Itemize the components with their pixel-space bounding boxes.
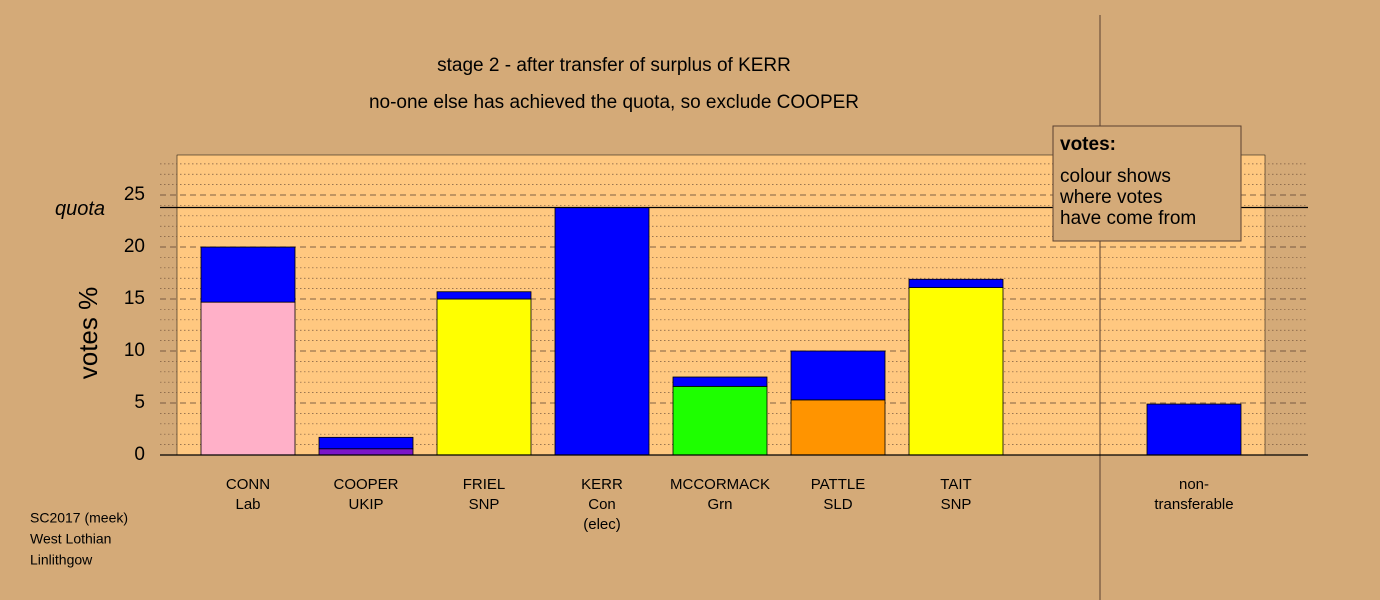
legend-text: have come from	[1060, 208, 1196, 229]
y-tick-label: 25	[124, 184, 145, 205]
bar-segment	[1146, 403, 1242, 456]
chart-title: stage 2 - after transfer of surplus of K…	[437, 55, 791, 76]
x-tick-label-line: non-	[1179, 476, 1209, 493]
x-tick-label-line: SNP	[941, 496, 972, 513]
bar-segment	[790, 399, 886, 456]
x-tick-label: COOPER UKIP	[333, 476, 398, 513]
legend-title: votes:	[1060, 134, 1116, 155]
bar-segment	[672, 385, 768, 456]
x-tick-label: PATTLE SLD	[811, 476, 865, 513]
x-tick-label: CONN Lab	[226, 476, 270, 513]
x-tick-label: MCCORMACK Grn	[670, 476, 770, 513]
x-tick-label: KERR Con (elec)	[581, 476, 623, 533]
y-tick-label: 0	[134, 444, 145, 465]
x-tick-label-line: UKIP	[348, 496, 383, 513]
bar-segment	[436, 298, 532, 456]
x-tick-label-line: Lab	[235, 496, 260, 513]
x-tick-label-line: SNP	[469, 496, 500, 513]
bar-segment	[908, 278, 1004, 288]
legend-box	[1052, 125, 1242, 242]
x-tick-label-line: Grn	[707, 496, 732, 513]
x-tick-label-line: SLD	[823, 496, 852, 513]
x-tick-label-line: CONN	[226, 476, 270, 493]
x-tick-label-line: COOPER	[333, 476, 398, 493]
x-tick-label-line: (elec)	[583, 516, 621, 533]
x-tick-label: non-transferable	[1154, 476, 1233, 513]
y-axis-label: votes %	[73, 287, 103, 380]
y-tick-label: 5	[134, 392, 145, 413]
bar-segment	[318, 448, 414, 456]
x-tick-label: FRIEL SNP	[463, 476, 506, 513]
bar-segment	[436, 291, 532, 300]
x-tick-label-line: PATTLE	[811, 476, 865, 493]
bar-segment	[790, 350, 886, 401]
x-tick-label-line: MCCORMACK	[670, 476, 770, 493]
y-tick-label: 20	[124, 236, 145, 257]
footer-text: SC2017 (meek)	[30, 510, 128, 526]
bar-segment	[672, 376, 768, 387]
legend-text: colour shows	[1060, 166, 1171, 187]
bar-segment	[200, 301, 296, 456]
x-tick-label: TAIT SNP	[940, 476, 971, 513]
quota-label: quota	[55, 198, 105, 220]
y-tick-label: 15	[124, 288, 145, 309]
x-tick-label-line: FRIEL	[463, 476, 506, 493]
x-tick-label-line: Con	[588, 496, 616, 513]
footer-text: Linlithgow	[30, 552, 93, 568]
legend-text: where votes	[1059, 187, 1162, 208]
bar-segment	[318, 436, 414, 450]
legend: votes: colour shows where votes have com…	[1052, 125, 1242, 242]
footer-text: West Lothian	[30, 531, 111, 547]
y-tick-label: 10	[124, 340, 145, 361]
chart-subtitle: no-one else has achieved the quota, so e…	[369, 92, 859, 113]
x-tick-label-line: KERR	[581, 476, 623, 493]
bar-segment	[554, 207, 650, 456]
bar-segment	[908, 287, 1004, 456]
bar-segment	[200, 246, 296, 303]
x-tick-label-line: TAIT	[940, 476, 971, 493]
x-tick-label-line: transferable	[1154, 496, 1233, 513]
